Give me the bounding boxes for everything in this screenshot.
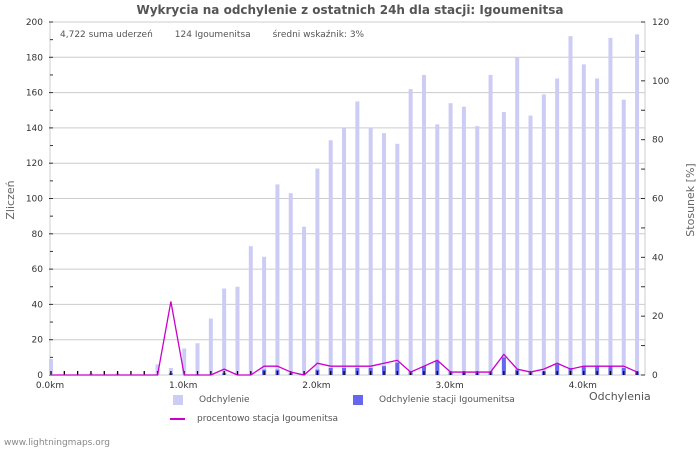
svg-text:200: 200 (26, 18, 43, 28)
legend-swatch-odchylenie (173, 395, 183, 405)
svg-text:60: 60 (652, 195, 664, 205)
stats-line: 4,722 suma uderzeń 124 Igoumenitsa średni … (60, 30, 386, 40)
svg-text:2.0km: 2.0km (302, 381, 330, 391)
svg-text:20: 20 (652, 312, 664, 322)
svg-text:140: 140 (26, 124, 43, 134)
legend-label-station: Odchylenie stacji Igoumenitsa (379, 395, 515, 405)
svg-text:120: 120 (652, 18, 669, 28)
svg-text:3.0km: 3.0km (435, 381, 463, 391)
svg-text:60: 60 (32, 265, 44, 275)
legend-label-percent: procentowo stacja Igoumenitsa (197, 414, 339, 424)
svg-text:1.0km: 1.0km (169, 381, 197, 391)
source-link[interactable]: www.lightningmaps.org (4, 438, 110, 448)
svg-text:80: 80 (652, 136, 664, 146)
legend-swatch-station (353, 395, 363, 405)
chart-plot: 0 20 40 60 80 100 120 140 160 180 200 0 20 40 60 80 100… (4, 18, 697, 391)
legend-label-odchylenie: Odchylenie (199, 395, 250, 405)
svg-text:160: 160 (26, 89, 43, 99)
x-axis-title: Odchylenia (589, 390, 651, 403)
svg-text:180: 180 (26, 53, 43, 63)
y-axis-left-labels: 0 20 40 60 80 100 120 140 160 180 200 (26, 18, 43, 381)
svg-text:0.0km: 0.0km (36, 381, 64, 391)
svg-text:20: 20 (32, 336, 44, 346)
svg-text:100: 100 (652, 77, 669, 87)
y-axis-title: Zliczeń (4, 180, 17, 219)
legend-swatch-percent (170, 418, 185, 420)
y-axis-right-labels: 0 20 40 60 80 100 120 (652, 18, 669, 381)
stat-total: 4,722 suma uderzeń (60, 30, 153, 40)
svg-text:0: 0 (37, 371, 43, 381)
x-axis-labels: 0.0km 1.0km 2.0km 3.0km 4.0km (36, 381, 597, 391)
legend-station: Odchylenie stacji Igoumenitsa (353, 395, 515, 405)
bars-odchylenie (49, 34, 640, 376)
legend-odchylenie: Odchylenie (173, 395, 250, 405)
stat-station: 124 Igoumenitsa (174, 30, 251, 40)
svg-text:40: 40 (32, 300, 44, 310)
chart-title: Wykrycia na odchylenie z ostatnich 24h d… (136, 3, 564, 17)
legend-percent: procentowo stacja Igoumenitsa (170, 414, 338, 424)
svg-text:120: 120 (26, 159, 43, 169)
svg-text:40: 40 (652, 253, 664, 263)
svg-text:100: 100 (26, 195, 43, 205)
y2-axis-title: Stosunek [%] (684, 163, 697, 236)
svg-text:80: 80 (32, 230, 44, 240)
svg-text:0: 0 (652, 371, 658, 381)
percent-line (51, 301, 638, 376)
stat-avg: średni wskaźnik: 3% (272, 30, 365, 40)
svg-text:4.0km: 4.0km (569, 381, 597, 391)
